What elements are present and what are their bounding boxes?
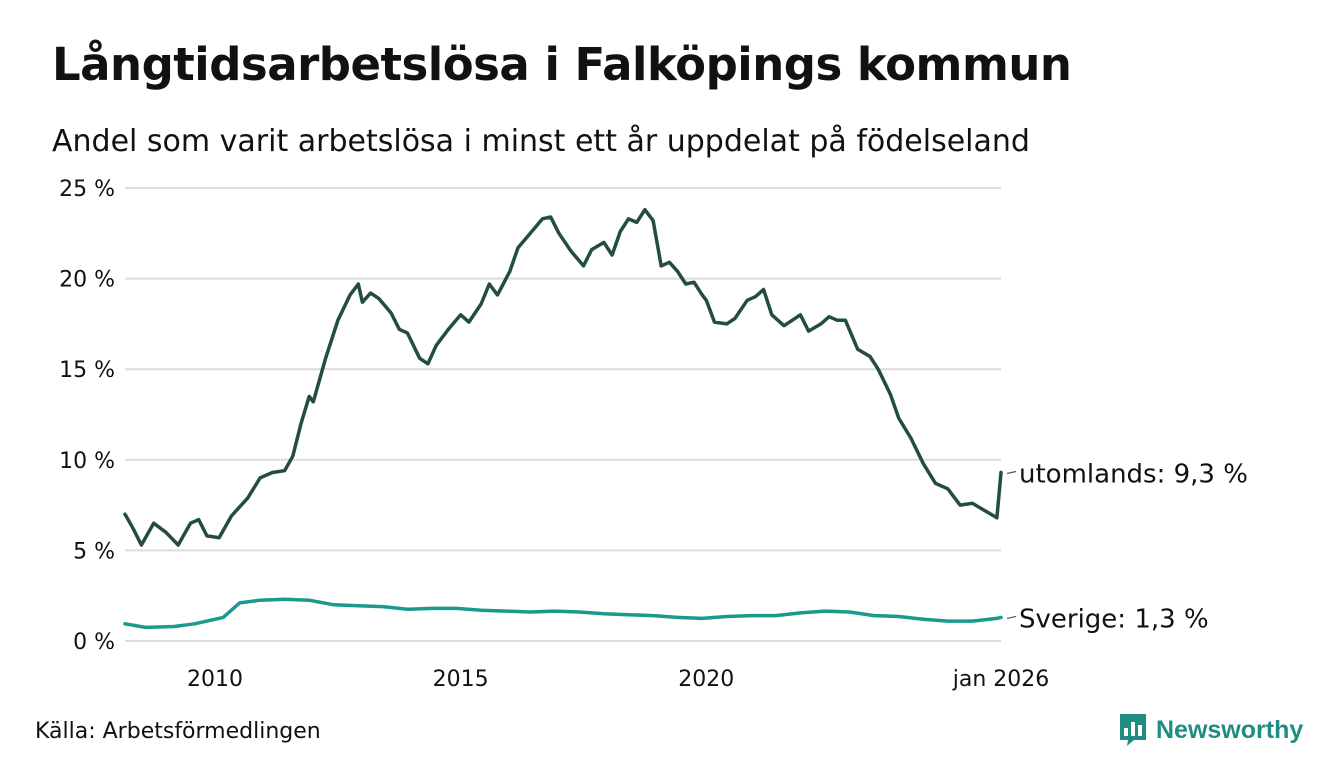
x-tick-label: jan 2026 [952,667,1050,692]
chart-title: Långtidsarbetslösa i Falköpings kommun [52,38,1072,91]
x-tick-label: 2015 [433,667,489,692]
y-tick-label: 5 % [73,539,115,564]
brand-name: Newsworthy [1156,715,1304,744]
gridlines [125,187,1001,642]
series-end-labels: utomlands: 9,3 % Sverige: 1,3 % [1006,459,1248,634]
series-lines [123,207,1003,630]
newsworthy-logo-icon [1120,714,1146,746]
x-tick-label: 2020 [678,667,734,692]
brand-logo[interactable]: Newsworthy [1118,712,1303,748]
end-label-utomlands: utomlands: 9,3 % [1019,459,1248,489]
series-line-utomlands [123,207,1003,547]
y-tick-label: 0 % [73,630,115,655]
x-tick-label: 2010 [187,667,243,692]
end-label-leader [1006,615,1017,620]
end-label-sverige: Sverige: 1,3 % [1019,604,1209,634]
y-tick-label: 20 % [59,268,115,293]
x-axis-ticks: 2010 2015 2020 jan 2026 [187,667,1049,692]
series-line-sverige [123,597,1003,630]
y-tick-label: 25 % [59,177,115,202]
y-tick-label: 15 % [59,358,115,383]
source-note: Källa: Arbetsförmedlingen [35,719,321,744]
end-label-leader [1006,470,1017,475]
y-axis-ticks: 0 % 5 % 10 % 15 % 20 % 25 % [59,177,115,655]
chart-subtitle: Andel som varit arbetslösa i minst ett å… [52,124,1030,159]
y-tick-label: 10 % [59,449,115,474]
